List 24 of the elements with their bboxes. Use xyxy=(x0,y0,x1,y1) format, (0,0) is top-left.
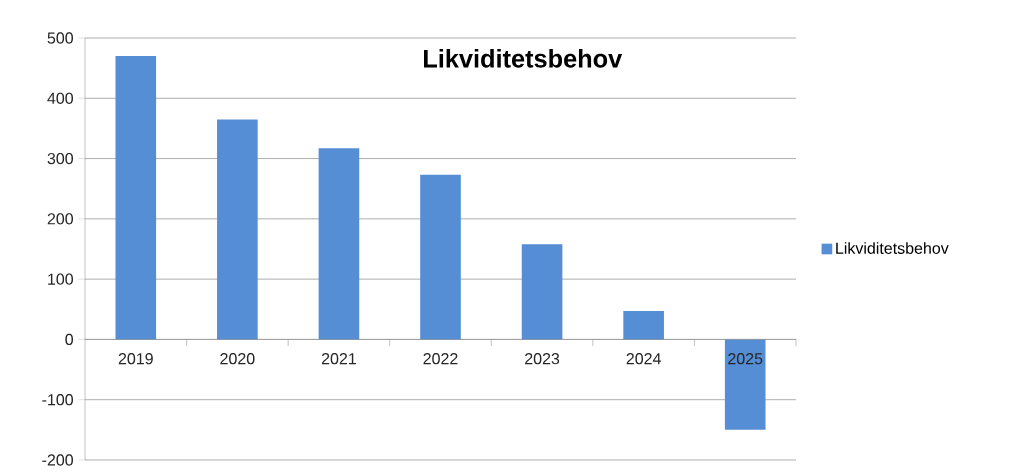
y-tick-label: -200 xyxy=(42,454,74,466)
bar xyxy=(115,56,157,340)
bar xyxy=(420,174,461,340)
x-tick-label: 2021 xyxy=(321,353,356,365)
chart-title: Likviditetsbehov xyxy=(424,49,623,68)
y-tick-label: 100 xyxy=(48,273,74,285)
bar xyxy=(521,244,563,340)
x-tick-label: 2022 xyxy=(423,353,458,365)
bar xyxy=(217,119,258,340)
bar xyxy=(724,339,766,430)
bar xyxy=(623,311,664,340)
y-tick-label: 500 xyxy=(47,32,74,44)
legend-label: Likviditetsbehov xyxy=(836,242,949,254)
bar xyxy=(318,148,360,340)
y-tick-label: 0 xyxy=(65,333,74,346)
x-tick-label: 2024 xyxy=(626,353,661,365)
x-tick-label: 2019 xyxy=(118,353,153,365)
y-tick-label: 200 xyxy=(47,213,74,225)
y-tick-label: 300 xyxy=(47,152,74,165)
y-tick-label: -100 xyxy=(42,394,74,406)
x-tick-label: 2025 xyxy=(728,353,763,365)
y-tick-label: 400 xyxy=(47,92,74,104)
x-tick-label: 2023 xyxy=(525,353,560,365)
x-tick-label: 2020 xyxy=(220,353,255,365)
